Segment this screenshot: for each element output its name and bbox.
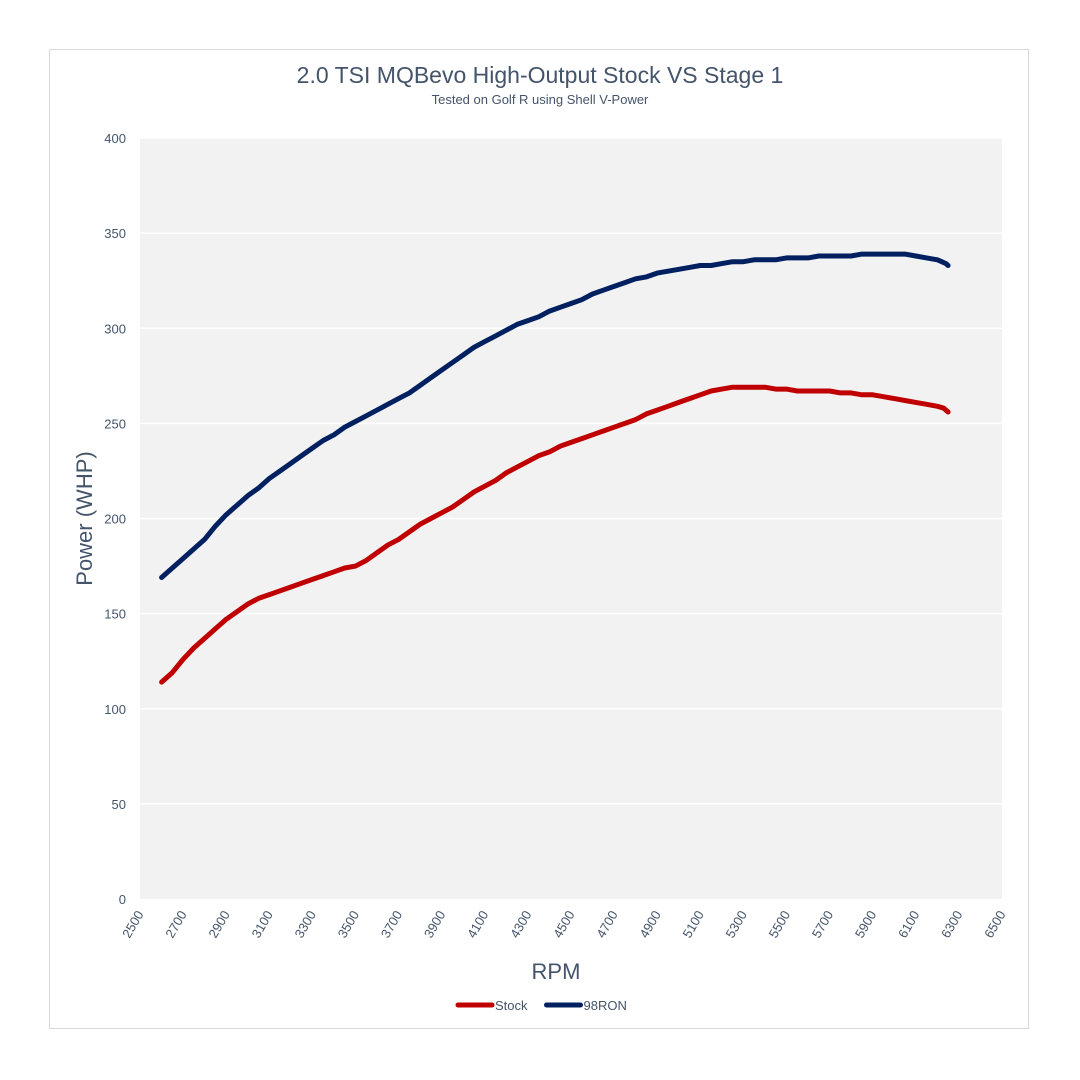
x-tick-label: 3900 (421, 908, 448, 941)
y-tick-label: 100 (104, 702, 126, 717)
x-tick-label: 3300 (292, 908, 319, 941)
legend-label-98ron: 98RON (584, 998, 627, 1013)
y-axis-ticks: 0 50 100 150 200 250 300 350 400 (104, 131, 126, 907)
x-tick-label: 3100 (248, 908, 275, 941)
x-tick-label: 2900 (205, 908, 232, 941)
y-tick-label: 350 (104, 226, 126, 241)
legend: Stock 98RON (455, 998, 627, 1013)
x-tick-label: 4100 (464, 908, 491, 941)
series-lines (159, 251, 951, 685)
x-tick-label: 2500 (119, 908, 146, 941)
x-tick-label: 3500 (335, 908, 362, 941)
legend-label-stock: Stock (495, 998, 528, 1013)
series-line-stock (159, 384, 951, 685)
y-tick-label: 400 (104, 131, 126, 146)
x-tick-label: 5300 (723, 908, 750, 941)
y-axis-title: Power (WHP) (72, 451, 97, 585)
x-tick-label: 6100 (895, 908, 922, 941)
y-tick-label: 300 (104, 321, 126, 336)
x-tick-label: 5500 (766, 908, 793, 941)
y-tick-label: 50 (112, 797, 126, 812)
chart-subtitle: Tested on Golf R using Shell V-Power (431, 92, 649, 107)
chart-title: 2.0 TSI MQBevo High-Output Stock VS Stag… (296, 62, 784, 88)
x-tick-label: 3700 (378, 908, 405, 941)
x-tick-label: 6300 (938, 908, 965, 941)
x-tick-label: 4300 (507, 908, 534, 941)
y-tick-label: 150 (104, 607, 126, 622)
y-tick-label: 0 (119, 892, 126, 907)
y-tick-label: 250 (104, 416, 126, 431)
x-tick-label: 5100 (679, 908, 706, 941)
gridlines (140, 137, 1002, 805)
x-tick-label: 4900 (636, 908, 663, 941)
x-tick-label: 6500 (981, 908, 1008, 941)
series-line-98ron (159, 251, 951, 580)
x-tick-label: 4700 (593, 908, 620, 941)
y-tick-label: 200 (104, 512, 126, 527)
x-axis-ticks: 2500 2700 2900 3100 3300 3500 3700 3900 4100 4300… (119, 908, 1008, 941)
x-tick-label: 5900 (852, 908, 879, 941)
x-tick-label: 2700 (162, 908, 189, 941)
x-axis-title: RPM (532, 959, 581, 984)
x-tick-label: 4500 (550, 908, 577, 941)
x-tick-label: 5700 (809, 908, 836, 941)
